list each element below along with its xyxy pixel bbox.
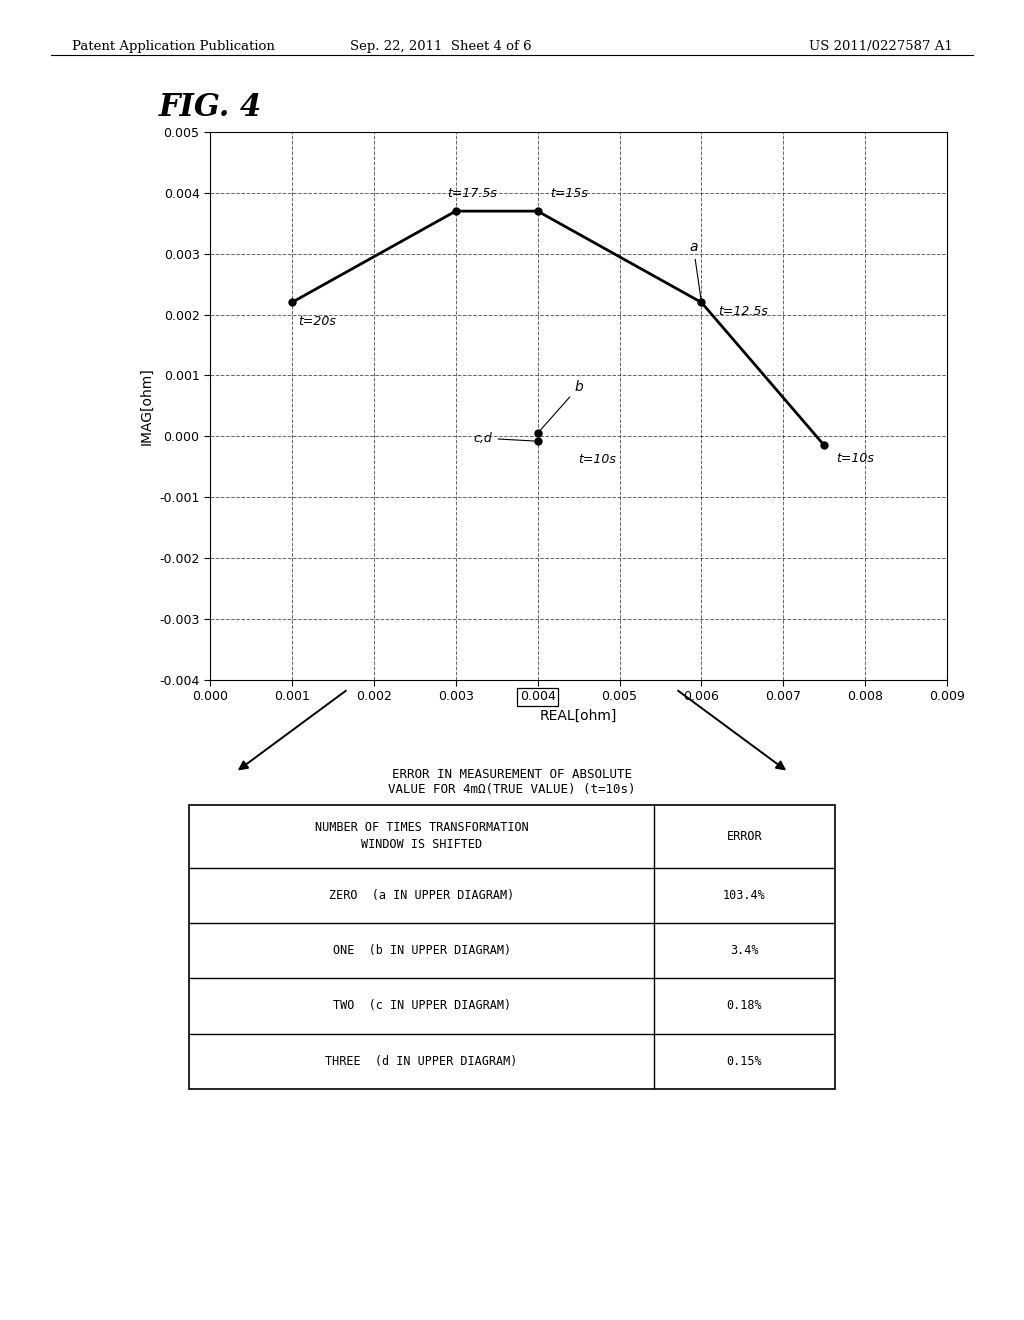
Y-axis label: IMAG[ohm]: IMAG[ohm] [139, 367, 154, 445]
Text: TWO  (c IN UPPER DIAGRAM): TWO (c IN UPPER DIAGRAM) [333, 999, 511, 1012]
Text: c,d: c,d [474, 432, 535, 445]
Text: Sep. 22, 2011  Sheet 4 of 6: Sep. 22, 2011 Sheet 4 of 6 [349, 40, 531, 53]
Text: 103.4%: 103.4% [723, 888, 766, 902]
Text: b: b [540, 380, 584, 432]
Text: Patent Application Publication: Patent Application Publication [72, 40, 274, 53]
Text: 3.4%: 3.4% [730, 944, 759, 957]
Text: t=10s: t=10s [837, 451, 874, 465]
Text: THREE  (d IN UPPER DIAGRAM): THREE (d IN UPPER DIAGRAM) [326, 1055, 518, 1068]
Text: ERROR IN MEASUREMENT OF ABSOLUTE: ERROR IN MEASUREMENT OF ABSOLUTE [392, 768, 632, 781]
Text: VALUE FOR 4mΩ(TRUE VALUE) (t=10s): VALUE FOR 4mΩ(TRUE VALUE) (t=10s) [388, 783, 636, 796]
Text: 0.18%: 0.18% [726, 999, 762, 1012]
Text: a: a [689, 240, 701, 300]
Text: ERROR: ERROR [726, 830, 762, 843]
Text: US 2011/0227587 A1: US 2011/0227587 A1 [809, 40, 952, 53]
Text: ONE  (b IN UPPER DIAGRAM): ONE (b IN UPPER DIAGRAM) [333, 944, 511, 957]
Text: t=15s: t=15s [550, 187, 588, 201]
X-axis label: REAL[ohm]: REAL[ohm] [540, 709, 617, 723]
Text: t=20s: t=20s [298, 314, 336, 327]
Text: t=10s: t=10s [579, 453, 616, 466]
Text: t=17.5s: t=17.5s [447, 187, 498, 201]
Text: FIG. 4: FIG. 4 [159, 92, 262, 123]
Text: ZERO  (a IN UPPER DIAGRAM): ZERO (a IN UPPER DIAGRAM) [329, 888, 514, 902]
Text: 0.15%: 0.15% [726, 1055, 762, 1068]
Text: NUMBER OF TIMES TRANSFORMATION
WINDOW IS SHIFTED: NUMBER OF TIMES TRANSFORMATION WINDOW IS… [314, 821, 528, 851]
Text: t=12.5s: t=12.5s [718, 305, 768, 318]
